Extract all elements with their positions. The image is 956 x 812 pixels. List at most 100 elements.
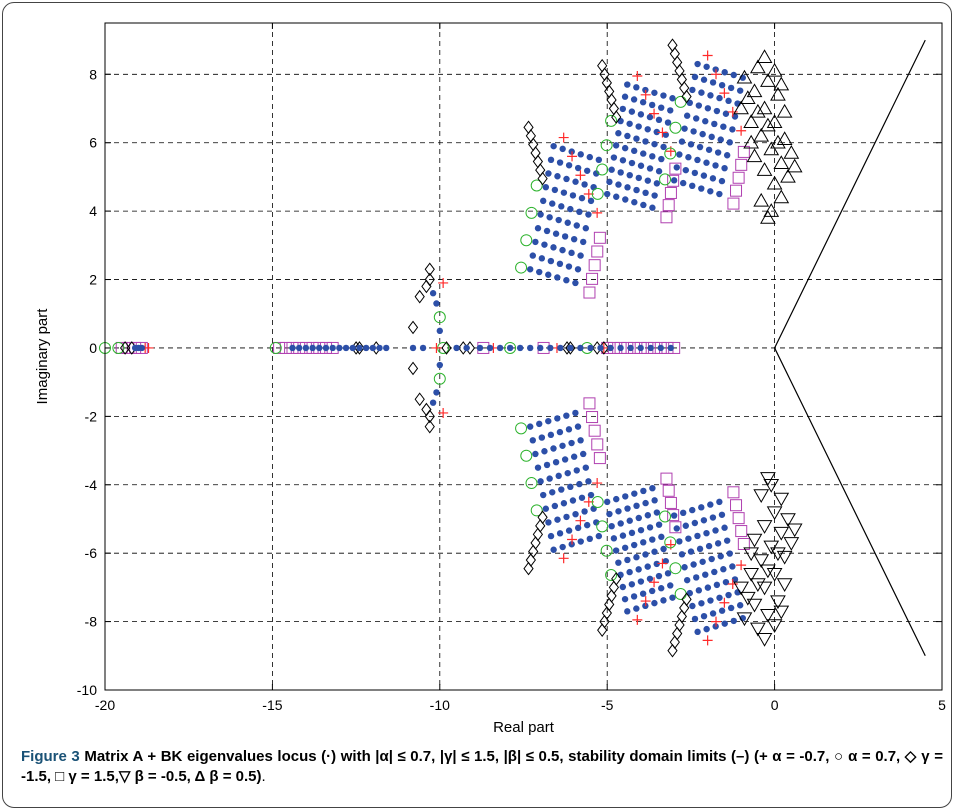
- eigenvalue-point: [700, 76, 708, 83]
- eigenvalue-point: [637, 111, 645, 118]
- eigenvalue-point: [721, 69, 728, 76]
- eigenvalue-point: [578, 194, 586, 202]
- eigenvalue-point: [295, 344, 303, 352]
- beta-neg-point: [760, 472, 776, 486]
- eigenvalue-point: [676, 538, 683, 545]
- eigenvalue-point: [679, 509, 687, 517]
- x-tick-label: -20: [95, 697, 115, 713]
- eigenvalue-point: [561, 456, 569, 463]
- eigenvalue-point: [561, 233, 569, 240]
- eigenvalue-point: [667, 344, 675, 352]
- eigenvalue-point: [633, 605, 640, 612]
- eigenvalue-point: [369, 344, 377, 352]
- eigenvalue-point: [713, 581, 721, 589]
- beta-pos-point: [766, 114, 783, 128]
- alpha-pos-point: [674, 95, 687, 108]
- eigenvalue-point: [709, 610, 717, 617]
- alpha-neg-point: [632, 71, 643, 82]
- gamma-neg-point: [441, 341, 452, 355]
- beta-neg-point: [780, 513, 796, 527]
- beta-pos-point: [770, 134, 786, 149]
- gamma-neg-point: [604, 597, 615, 612]
- eigenvalue-point: [621, 93, 629, 100]
- eigenvalue-point: [687, 548, 695, 555]
- eigenvalue-point: [709, 175, 717, 182]
- alpha-pos-point: [659, 173, 672, 186]
- beta-pos-point: [760, 73, 776, 87]
- eigenvalue-point: [572, 510, 579, 518]
- beta-pos-point: [756, 49, 773, 63]
- alpha-neg-point: [438, 407, 449, 418]
- gamma-neg-point: [679, 601, 690, 615]
- eigenvalue-point: [717, 553, 724, 560]
- beta-neg-point: [749, 578, 766, 592]
- gamma-neg-point: [681, 592, 692, 607]
- eigenvalue-point: [651, 140, 658, 148]
- beta-neg-point: [756, 581, 773, 596]
- eigenvalue-point: [595, 532, 603, 540]
- eigenvalue-point: [725, 97, 732, 105]
- eigenvalue-point: [577, 344, 584, 352]
- beta-pos-point: [773, 155, 790, 169]
- alpha-pos-point: [515, 422, 528, 435]
- gamma-neg-point: [601, 606, 612, 620]
- eigenvalue-point: [572, 409, 579, 417]
- gamma-pos-point: [732, 512, 745, 525]
- beta-neg-point: [756, 520, 773, 534]
- gamma-neg-point: [528, 544, 539, 559]
- eigenvalue-point: [655, 168, 663, 175]
- eigenvalue-point: [573, 222, 580, 229]
- beta-neg-point: [783, 537, 800, 551]
- eigenvalue-point: [376, 344, 383, 352]
- eigenvalue-point: [572, 279, 579, 287]
- beta-pos-point: [756, 100, 773, 115]
- eigenvalue-point: [716, 190, 723, 198]
- eigenvalue-point: [581, 508, 588, 515]
- eigenvalue-point: [707, 188, 714, 195]
- y-tick-label: -4: [85, 477, 98, 493]
- alpha-neg-point: [567, 151, 578, 162]
- alpha-neg-point: [719, 88, 730, 99]
- gamma-neg-point: [421, 279, 432, 294]
- gamma-pos-point: [586, 411, 599, 424]
- alpha-neg-point: [567, 534, 578, 545]
- alpha-pos-point: [530, 179, 543, 192]
- gamma-pos-point: [660, 211, 673, 224]
- eigenvalue-point: [721, 620, 728, 627]
- beta-pos-point: [743, 114, 760, 128]
- eigenvalue-point: [537, 344, 544, 352]
- eigenvalue-point: [721, 164, 728, 172]
- eigenvalue-point: [622, 493, 629, 500]
- eigenvalue-point: [646, 524, 654, 531]
- eigenvalue-point: [587, 344, 594, 352]
- eigenvalue-point: [718, 81, 726, 89]
- gamma-pos-point: [591, 245, 604, 258]
- eigenvalue-point: [689, 506, 696, 514]
- eigenvalue-point: [567, 205, 574, 213]
- alpha-pos-point: [664, 147, 677, 160]
- eigenvalue-point: [669, 95, 676, 102]
- alpha-pos-point: [591, 187, 604, 200]
- gamma-pos-point: [662, 199, 675, 212]
- eigenvalue-point: [607, 344, 614, 352]
- alpha-neg-point: [558, 553, 569, 564]
- eigenvalue-point: [628, 529, 636, 537]
- eigenvalue-point: [552, 230, 560, 237]
- beta-pos-point: [756, 162, 773, 176]
- gamma-neg-point: [608, 580, 620, 595]
- eigenvalue-point: [644, 177, 652, 184]
- beta-neg-point: [760, 608, 776, 623]
- eigenvalue-point: [608, 522, 615, 530]
- eigenvalue-point: [577, 252, 584, 259]
- alpha-neg-point: [711, 616, 722, 627]
- eigenvalue-point: [593, 170, 600, 177]
- gamma-neg-point: [565, 341, 576, 355]
- eigenvalue-point: [714, 540, 722, 547]
- gamma-neg-point: [611, 571, 622, 586]
- eigenvalue-point: [496, 344, 504, 352]
- eigenvalue-point: [619, 583, 627, 591]
- eigenvalue-point: [653, 560, 660, 568]
- alpha-pos-point: [605, 114, 618, 127]
- eigenvalue-point: [712, 527, 719, 534]
- eigenvalue-point: [302, 344, 310, 352]
